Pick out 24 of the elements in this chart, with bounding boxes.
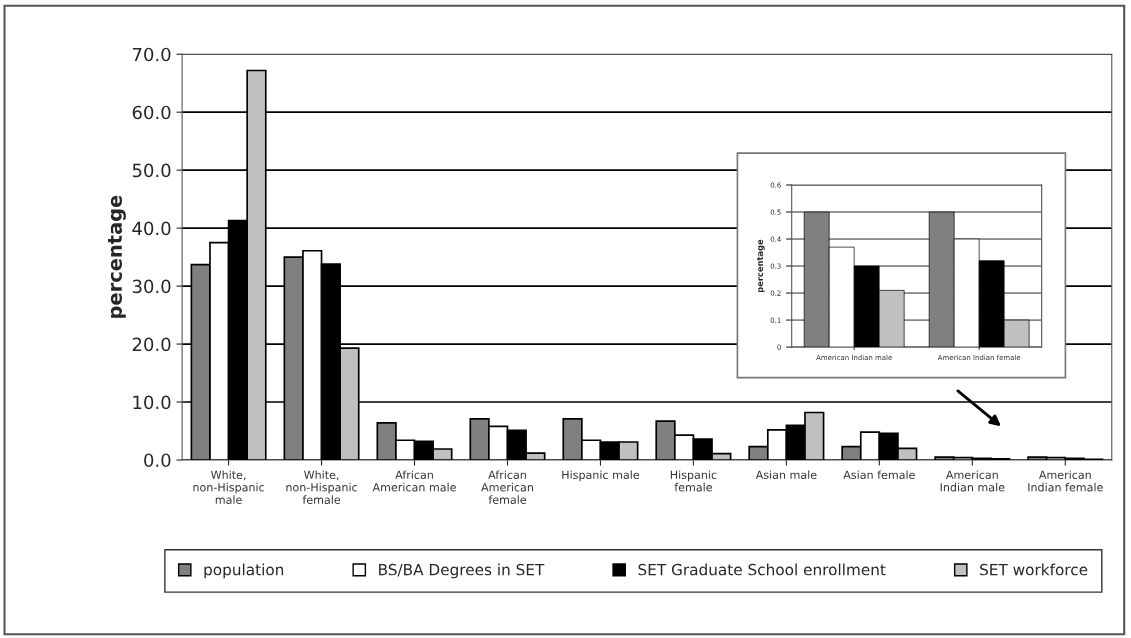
y-tick-label: 60.0	[132, 105, 171, 120]
x-tick-label: American Indian male	[940, 470, 1005, 492]
legend-label: SET workforce	[980, 563, 1088, 576]
legend-label: BS/BA Degrees in SET	[379, 563, 545, 579]
y-tick-label: 0.0	[144, 453, 171, 468]
y-tick-label: 30.0	[132, 279, 171, 294]
x-tick-label: Asian male	[755, 470, 817, 480]
x-tick-label: Hispanic male	[562, 470, 640, 482]
x-tick-label: American Indian female	[1028, 470, 1103, 492]
y-axis-title: percentage	[108, 195, 126, 318]
x-tick-label: African American female	[481, 470, 533, 504]
x-tick-label: Hispanic female	[670, 470, 717, 492]
legend-label: population	[204, 563, 284, 579]
y-tick-label: 50.0	[132, 163, 171, 178]
y-tick-label: 70.0	[132, 47, 171, 62]
x-tick-label: White, non-Hispanic female	[286, 470, 357, 504]
y-tick-label: 10.0	[133, 395, 171, 410]
y-tick-label: 20.0	[132, 337, 171, 352]
x-tick-label: African American male	[372, 470, 456, 492]
legend-label: SET Graduate School enrollment	[638, 563, 886, 576]
x-tick-label: White, non-Hispanic male	[193, 470, 264, 504]
y-tick-label: 40.0	[132, 221, 171, 236]
x-tick-label: Asian female	[843, 470, 915, 480]
y-axis-title: percentage	[757, 239, 765, 293]
